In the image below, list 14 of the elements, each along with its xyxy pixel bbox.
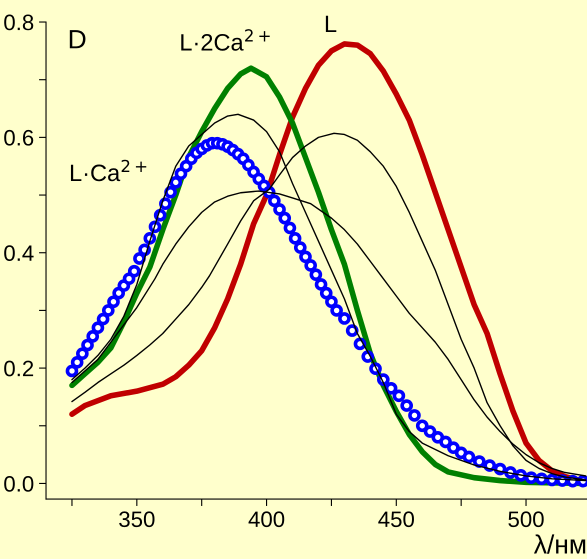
y-tick-label: 0.0 bbox=[4, 476, 34, 492]
y-tick-label: 0.2 bbox=[4, 360, 34, 376]
y-axis-title: D bbox=[70, 30, 86, 48]
series-label: L·2Ca$^{2+}$ bbox=[181, 29, 270, 51]
x-tick-label: 350 bbox=[119, 511, 155, 528]
x-tick-label: 400 bbox=[248, 511, 284, 528]
series-label: L bbox=[326, 16, 336, 32]
y-tick-label: 0.6 bbox=[4, 130, 34, 146]
series-label: L·Ca$^{2+}$ bbox=[70, 160, 146, 182]
y-tick-label: 0.4 bbox=[4, 245, 34, 262]
x-tick-label: 500 bbox=[508, 511, 544, 528]
x-tick-label: 450 bbox=[378, 511, 414, 528]
y-tick-label: 0.8 bbox=[4, 14, 34, 30]
x-axis-title: λ/нм bbox=[534, 534, 586, 554]
